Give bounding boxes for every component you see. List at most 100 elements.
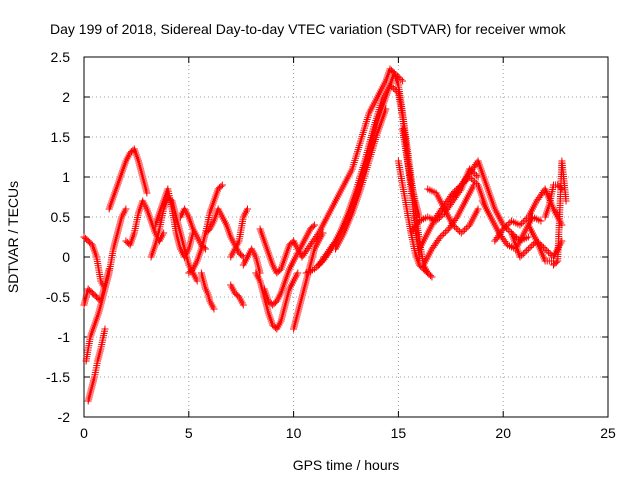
data-point: [436, 233, 444, 241]
data-point: [518, 251, 526, 259]
x-tick-label: 10: [286, 425, 302, 441]
data-point: [390, 69, 398, 77]
data-points: [80, 65, 570, 405]
data-point: [504, 220, 512, 228]
data-point: [311, 265, 319, 273]
data-point: [391, 86, 399, 94]
data-point: [552, 258, 560, 266]
y-tick-label: -2: [58, 409, 71, 425]
data-point: [556, 184, 564, 192]
y-tick-label: 0.5: [51, 209, 71, 225]
data-point: [435, 214, 443, 222]
data-point: [294, 269, 302, 277]
data-point: [438, 231, 446, 239]
data-point: [503, 222, 511, 230]
data-point: [464, 223, 472, 231]
x-axis-label: GPS time / hours: [293, 457, 400, 473]
data-point: [397, 75, 405, 83]
data-point: [528, 242, 536, 250]
data-point: [449, 221, 457, 229]
x-tick-label: 15: [391, 425, 407, 441]
data-point: [462, 224, 470, 232]
data-point: [474, 205, 482, 213]
data-point: [309, 222, 317, 230]
data-point: [529, 240, 537, 248]
data-point: [546, 250, 554, 258]
data-point: [558, 185, 566, 193]
x-tick-labels: 0 5 10 15 20 25: [80, 425, 616, 441]
y-tick-labels: -2 -1.5 -1 -0.5 0 0.5 1 1.5 2 2.5: [46, 49, 70, 425]
data-point: [457, 229, 465, 237]
data-point: [471, 170, 479, 178]
data-point: [518, 219, 526, 227]
data-point: [440, 230, 448, 238]
data-point: [443, 227, 451, 235]
data-point: [311, 221, 319, 229]
y-tick-label: 2.5: [51, 49, 71, 65]
data-point: [516, 221, 524, 229]
data-point: [392, 71, 400, 79]
data-point: [524, 245, 532, 253]
data-point: [239, 301, 247, 309]
data-point: [543, 247, 551, 255]
data-point: [562, 197, 570, 205]
data-point: [210, 305, 218, 313]
data-point: [452, 224, 460, 232]
data-point: [143, 189, 151, 197]
data-point: [459, 227, 467, 235]
data-point: [394, 72, 402, 80]
data-point: [434, 215, 442, 223]
y-tick-label: 1: [62, 169, 70, 185]
data-point: [498, 227, 506, 235]
y-tick-label: -1.5: [46, 369, 70, 385]
data-point: [506, 227, 514, 235]
x-tick-label: 25: [600, 425, 616, 441]
data-point: [537, 217, 545, 225]
data-point: [432, 217, 440, 225]
data-point: [519, 250, 527, 258]
y-tick-label: -1: [58, 329, 71, 345]
data-point: [399, 77, 407, 85]
data-point: [526, 243, 534, 251]
x-tick-label: 5: [185, 425, 193, 441]
data-point: [516, 253, 524, 261]
y-tick-label: 0: [62, 249, 70, 265]
data-point: [193, 277, 201, 285]
y-tick-label: 1.5: [51, 129, 71, 145]
data-point: [472, 171, 480, 179]
data-point: [122, 205, 130, 213]
y-tick-label: -0.5: [46, 289, 70, 305]
x-tick-label: 0: [80, 425, 88, 441]
x-tick-label: 20: [495, 425, 511, 441]
data-point: [471, 178, 479, 186]
data-point: [521, 216, 529, 224]
data-point: [105, 265, 113, 273]
data-point: [506, 219, 514, 227]
data-point: [461, 226, 469, 234]
data-point: [523, 247, 531, 255]
data-point: [452, 215, 460, 223]
data-point: [103, 277, 111, 285]
data-point: [217, 182, 225, 190]
data-point: [389, 84, 397, 92]
data-point: [382, 105, 390, 113]
data-point: [501, 223, 509, 231]
data-point: [238, 252, 246, 260]
data-point: [428, 273, 436, 281]
data-point: [524, 233, 532, 241]
data-point: [437, 212, 445, 220]
data-point: [243, 205, 251, 213]
data-point: [519, 218, 527, 226]
data-point: [454, 226, 462, 234]
data-point: [218, 181, 226, 189]
y-tick-label: 2: [62, 89, 70, 105]
data-point: [395, 74, 403, 82]
data-point: [544, 248, 552, 256]
data-point: [469, 176, 477, 184]
data-point: [101, 325, 109, 333]
data-point: [523, 215, 531, 223]
y-axis-label: SDTVAR / TECUs: [5, 181, 21, 293]
data-point: [521, 248, 529, 256]
data-point: [451, 223, 459, 231]
data-point: [470, 181, 478, 189]
